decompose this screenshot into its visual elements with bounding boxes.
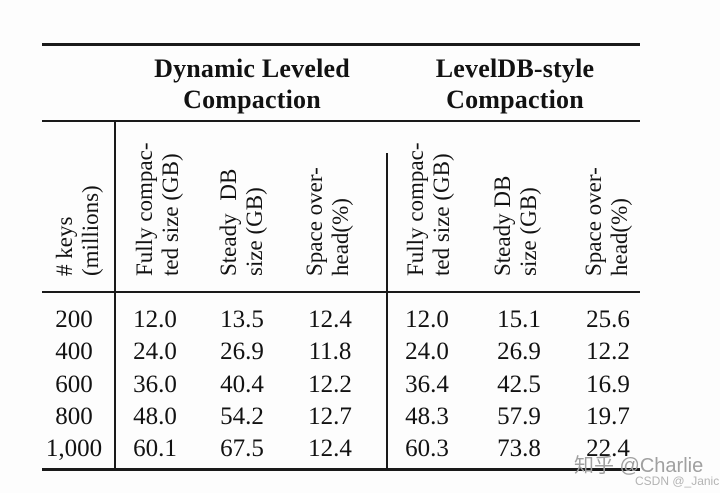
cell-dynamic-space-overhead: 12.4	[308, 435, 352, 462]
group-header-leveldb-style-line2: Compaction	[446, 85, 584, 114]
cell-leveldb-space-overhead: 16.9	[586, 371, 630, 398]
cell-leveldb-space-overhead: 19.7	[586, 403, 630, 430]
cell-leveldb-space-overhead: 22.4	[586, 435, 630, 462]
group-header-dynamic-leveled: Dynamic Leveled Compaction	[117, 53, 387, 115]
table-row: 1,000 60.1 67.5 12.4 60.3 73.8 22.4	[0, 433, 720, 465]
cell-leveldb-steady-db: 42.5	[497, 371, 541, 398]
group-separator	[386, 153, 388, 468]
cell-dynamic-steady-db: 54.2	[220, 403, 264, 430]
cell-leveldb-fully-compacted: 60.3	[405, 435, 449, 462]
column-header-fully-compacted-leveldb: Fully compac- ted size (GB)	[403, 142, 454, 277]
column-header-steady-db-dynamic: Steady DB size (GB)	[216, 168, 267, 276]
column-header-steady-db-leveldb: Steady DB size (GB)	[490, 175, 541, 276]
cell-keys: 800	[55, 403, 93, 430]
column-header-num-keys: # keys (millions)	[52, 185, 103, 276]
cell-leveldb-steady-db: 15.1	[497, 306, 541, 333]
group-header-leveldb-style-line1: LevelDB-style	[435, 54, 595, 83]
table-row: 400 24.0 26.9 11.8 24.0 26.9 12.2	[0, 336, 720, 368]
table-row: 200 12.0 13.5 12.4 12.0 15.1 25.6	[0, 304, 720, 336]
group-header-dynamic-leveled-line1: Dynamic Leveled	[154, 54, 350, 83]
cell-keys: 400	[55, 338, 93, 365]
table-row: 800 48.0 54.2 12.7 48.3 57.9 19.7	[0, 401, 720, 433]
cell-dynamic-fully-compacted: 48.0	[133, 403, 177, 430]
cell-dynamic-space-overhead: 11.8	[308, 338, 352, 365]
table-top-rule	[42, 43, 640, 46]
cell-dynamic-space-overhead: 12.4	[308, 306, 352, 333]
cell-dynamic-fully-compacted: 24.0	[133, 338, 177, 365]
group-header-leveldb-style: LevelDB-style Compaction	[386, 53, 644, 115]
cell-leveldb-fully-compacted: 48.3	[405, 403, 449, 430]
table-header-bottom-rule	[42, 291, 640, 293]
cell-leveldb-fully-compacted: 12.0	[405, 306, 449, 333]
zhihu-watermark: 知乎 @Charlie	[574, 455, 704, 477]
cell-leveldb-fully-compacted: 36.4	[405, 371, 449, 398]
csdn-watermark: CSDN @_Janick	[635, 474, 720, 488]
table-row: 600 36.0 40.4 12.2 36.4 42.5 16.9	[0, 369, 720, 401]
cell-dynamic-fully-compacted: 12.0	[133, 306, 177, 333]
key-column-separator	[114, 121, 116, 468]
table-groupheader-rule	[42, 120, 640, 122]
cell-keys: 1,000	[45, 435, 103, 462]
cell-leveldb-fully-compacted: 24.0	[405, 338, 449, 365]
column-header-space-overhead-leveldb: Space over- head(%)	[581, 167, 632, 276]
cell-dynamic-space-overhead: 12.7	[308, 403, 352, 430]
column-header-fully-compacted-dynamic: Fully compac- ted size (GB)	[132, 142, 183, 277]
cell-leveldb-space-overhead: 12.2	[586, 338, 630, 365]
cell-dynamic-steady-db: 13.5	[220, 306, 264, 333]
table-bottom-rule	[42, 468, 640, 471]
cell-leveldb-steady-db: 26.9	[497, 338, 541, 365]
cell-dynamic-steady-db: 26.9	[220, 338, 264, 365]
cell-dynamic-space-overhead: 12.2	[308, 371, 352, 398]
group-header-dynamic-leveled-line2: Compaction	[183, 85, 321, 114]
cell-dynamic-steady-db: 40.4	[220, 371, 264, 398]
cell-leveldb-space-overhead: 25.6	[586, 306, 630, 333]
cell-leveldb-steady-db: 73.8	[497, 435, 541, 462]
column-header-space-overhead-dynamic: Space over- head(%)	[302, 167, 353, 276]
cell-dynamic-fully-compacted: 60.1	[133, 435, 177, 462]
cell-keys: 200	[55, 306, 93, 333]
cell-keys: 600	[55, 371, 93, 398]
cell-dynamic-steady-db: 67.5	[220, 435, 264, 462]
cell-dynamic-fully-compacted: 36.0	[133, 371, 177, 398]
cell-leveldb-steady-db: 57.9	[497, 403, 541, 430]
